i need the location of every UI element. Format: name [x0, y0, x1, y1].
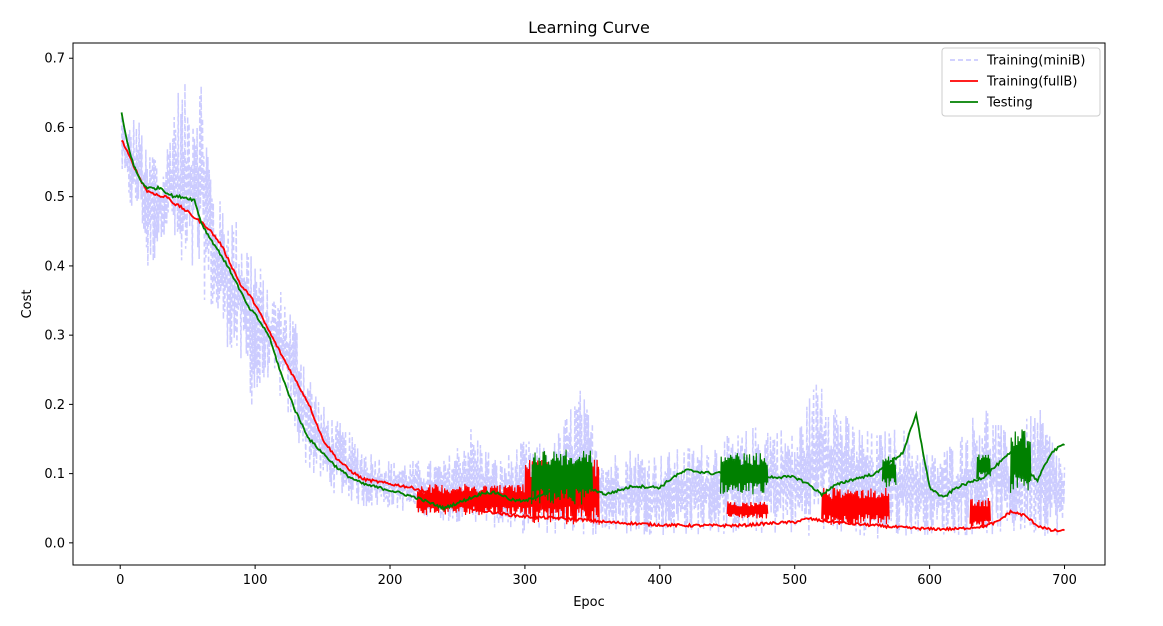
series-band-testing-4 [1009, 429, 1032, 493]
series-band-training-fullb-4 [969, 497, 991, 529]
y-tick-label: 0.2 [44, 398, 65, 413]
series-group [120, 83, 1066, 539]
y-tick-label: 0.5 [44, 190, 65, 205]
legend-label: Training(fullB) [986, 75, 1077, 90]
x-tick-label: 200 [378, 573, 403, 588]
legend: Training(miniB) Training(fullB) Testing [941, 47, 1101, 117]
x-tick-label: 300 [513, 573, 538, 588]
x-tick-label: 600 [917, 573, 942, 588]
y-tick-label: 0.4 [44, 259, 65, 274]
series-band-testing-0 [531, 449, 593, 505]
x-tick-label: 500 [782, 573, 807, 588]
x-tick-label: 0 [116, 573, 124, 588]
x-tick-label: 100 [243, 573, 268, 588]
y-tick-label: 0.3 [44, 329, 65, 344]
y-tick-label: 0.6 [44, 121, 65, 136]
y-tick-label: 0.7 [44, 52, 65, 67]
y-tick-label: 0.1 [44, 467, 65, 482]
y-axis-label: Cost [20, 290, 35, 319]
axes: 0 100 200 300 400 500 600 700 0.0 0.1 0.2 0.3 0.4 0.5… [44, 52, 1077, 588]
series-band-testing-3 [976, 454, 991, 480]
x-tick-label: 400 [647, 573, 672, 588]
plot-frame [72, 42, 1106, 566]
legend-box [941, 47, 1101, 117]
series-band-training-fullb-0 [416, 484, 526, 516]
series-line-training-fullb [120, 139, 1065, 533]
series-band-training-fullb-3 [821, 487, 890, 526]
series-band-training-fullb-2 [726, 501, 769, 519]
chart-title: Learning Curve [528, 18, 650, 37]
x-axis-label: Epoc [573, 595, 605, 610]
legend-label: Training(miniB) [986, 54, 1085, 69]
series-line-testing [120, 112, 1065, 512]
plot-area [120, 83, 1066, 539]
legend-label: Testing [986, 96, 1033, 111]
x-tick-label: 700 [1052, 573, 1077, 588]
y-tick-label: 0.0 [44, 536, 65, 551]
